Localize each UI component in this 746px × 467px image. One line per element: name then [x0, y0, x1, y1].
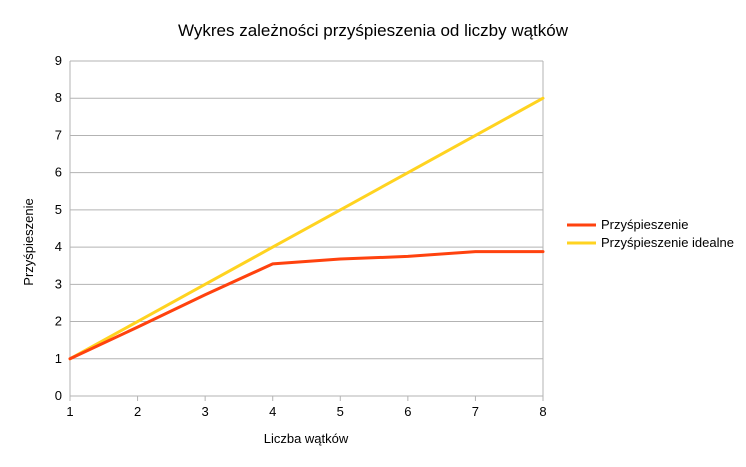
x-tick-label: 7: [472, 404, 479, 419]
x-tick-label: 6: [404, 404, 411, 419]
series-lines: [68, 96, 545, 361]
y-tick-label: 4: [55, 239, 62, 254]
series-line-ideal: [68, 96, 545, 361]
y-axis-label: Przyśpieszenie: [21, 198, 36, 285]
x-tick-label: 3: [202, 404, 209, 419]
y-tick-label: 0: [55, 388, 62, 403]
x-tick-label: 5: [337, 404, 344, 419]
legend-label: Przyśpieszenie idealne: [601, 235, 734, 250]
x-axis-label: Liczba wątków: [264, 431, 349, 446]
y-tick-label: 2: [55, 314, 62, 329]
x-tick-label: 2: [134, 404, 141, 419]
legend-label: Przyśpieszenie: [601, 217, 688, 232]
legend: Przyśpieszenie Przyśpieszenie idealne: [567, 217, 734, 250]
x-tick-label: 8: [539, 404, 546, 419]
y-tick-label: 9: [55, 53, 62, 68]
series-line-actual: [68, 250, 545, 361]
y-tick-label: 7: [55, 127, 62, 142]
y-tick-label: 1: [55, 351, 62, 366]
chart-title: Wykres zależności przyśpieszenia od licz…: [178, 21, 569, 40]
y-tick-label: 5: [55, 202, 62, 217]
y-tick-label: 6: [55, 165, 62, 180]
x-tick-label: 1: [66, 404, 73, 419]
x-tick-label: 4: [269, 404, 276, 419]
y-tick-label: 3: [55, 276, 62, 291]
y-tick-label: 8: [55, 90, 62, 105]
grid: [69, 60, 544, 401]
